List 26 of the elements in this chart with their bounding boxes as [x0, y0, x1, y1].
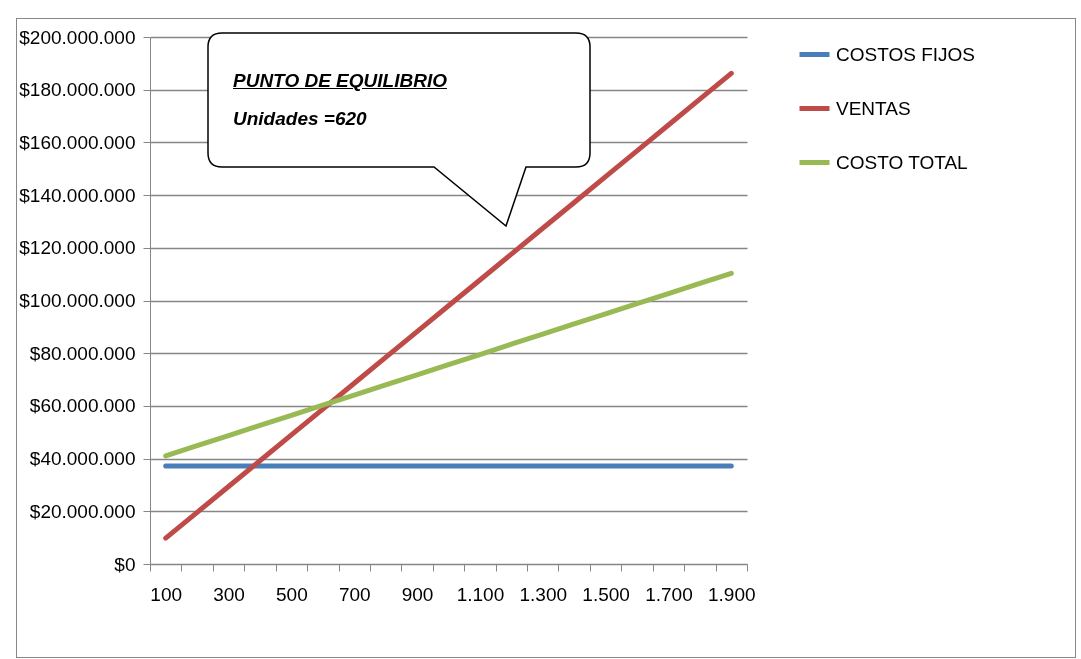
y-tick-label: $200.000.000 — [19, 26, 136, 48]
y-tick-label: $100.000.000 — [19, 290, 136, 311]
y-tick-label: $40.000.000 — [29, 448, 136, 470]
x-tick-label: 1.300 — [519, 583, 568, 605]
y-tick-label: $0 — [114, 553, 136, 575]
x-tick-label: 300 — [213, 583, 245, 605]
x-tick-label: 100 — [150, 583, 183, 605]
x-tick-label: 500 — [276, 583, 308, 605]
y-tick-label: $80.000.000 — [29, 342, 136, 364]
y-tick-label: $160.000.000 — [19, 131, 136, 153]
x-tick-label: 1.500 — [582, 583, 630, 605]
legend-label: COSTO TOTAL — [836, 151, 968, 173]
y-tick-label: $140.000.000 — [19, 184, 136, 206]
x-tick-label: 1.900 — [708, 583, 756, 605]
annotation: PUNTO DE EQUILIBRIO — [233, 69, 447, 93]
y-tick-label: $60.000.000 — [29, 395, 136, 417]
legend-label: COSTOS FIJOS — [836, 43, 976, 65]
y-tick-label: $20.000.000 — [29, 500, 136, 522]
x-tick-label: 700 — [338, 583, 371, 605]
legend-label: VENTAS — [836, 97, 911, 119]
x-tick-label: 900 — [401, 583, 434, 605]
y-tick-label: $180.000.000 — [19, 79, 136, 101]
y-tick-label: $120.000.000 — [19, 237, 136, 259]
x-tick-label: 1.700 — [645, 583, 693, 605]
annotation: Unidades =620 — [233, 107, 368, 131]
x-tick-label: 1.100 — [456, 583, 505, 605]
